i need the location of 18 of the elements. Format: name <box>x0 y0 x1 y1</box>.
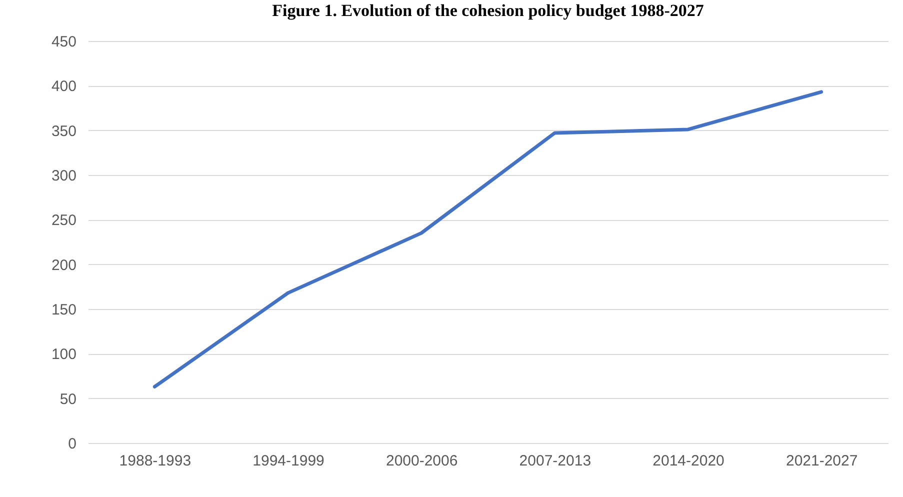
y-tick-label: 300 <box>51 168 76 184</box>
x-tick-label: 2007-2013 <box>519 452 592 470</box>
chart-title: Figure 1. Evolution of the cohesion policy budget 1988-2027 <box>272 1 704 20</box>
y-tick-label: 0 <box>68 436 76 452</box>
y-tick-label: 100 <box>51 346 76 364</box>
x-tick-label: 1994-1999 <box>252 452 324 470</box>
y-tick-label: 400 <box>51 78 76 96</box>
x-tick-label: 1988-1993 <box>119 452 192 470</box>
y-tick-label: 200 <box>51 256 76 274</box>
y-tick-label: 250 <box>51 212 76 230</box>
line-series <box>152 90 824 388</box>
x-tick-label: 2000-2006 <box>386 452 458 470</box>
y-tick-label: 150 <box>51 302 76 318</box>
y-tick-label: 50 <box>60 390 76 408</box>
x-tick-label: 2014-2020 <box>652 452 724 470</box>
x-tick-label: 2021-2027 <box>786 452 858 470</box>
y-tick-label: 450 <box>51 34 76 50</box>
y-tick-label: 350 <box>51 122 76 140</box>
